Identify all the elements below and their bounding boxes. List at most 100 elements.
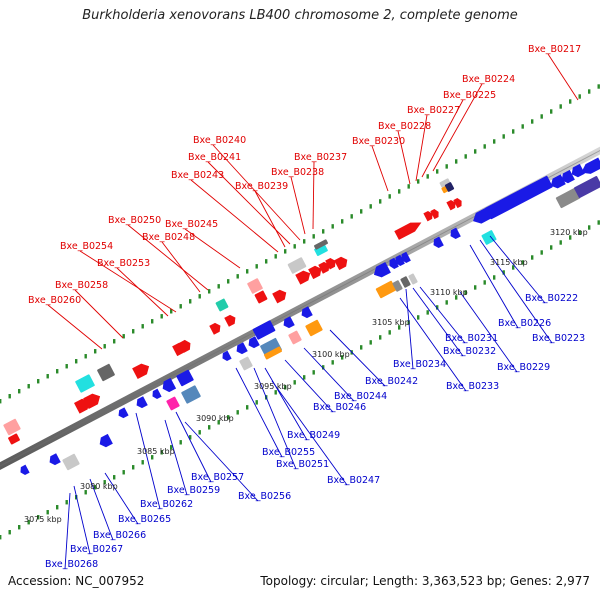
gene-label[interactable]: Bxe_B0254 [60,241,113,252]
gene-arrow-reverse [283,316,295,329]
gene-label[interactable]: Bxe_B0243 [171,170,224,181]
track-tick-dot [75,359,78,364]
gene-label[interactable]: Bxe_B0223 [532,333,585,344]
gene-label[interactable]: Bxe_B0247 [327,475,380,486]
ruler-tick-label: 3090 kbp [196,414,234,423]
track-tick-dot [103,344,106,349]
gene-label[interactable]: Bxe_B0222 [525,293,578,304]
gene-label[interactable]: Bxe_B0238 [271,167,324,178]
gene-label[interactable]: Bxe_B0245 [165,219,218,230]
gene-label[interactable]: Bxe_B0244 [334,391,387,402]
gene-label[interactable]: Bxe_B0232 [443,346,496,357]
gene-label[interactable]: Bxe_B0253 [97,258,150,269]
gene-label[interactable]: Bxe_B0229 [497,362,550,373]
track-tick-dot [132,465,135,470]
track-tick-dot [274,254,277,259]
gene-label[interactable]: Bxe_B0260 [28,295,81,306]
gene-label[interactable]: Bxe_B0225 [443,90,496,101]
ruler-tick-label: 3100 kbp [312,350,350,359]
track-tick-dot [521,124,524,129]
gene-feature [392,280,403,292]
ruler-tick-label: 3105 kbp [372,318,410,327]
track-tick-dot [540,250,543,255]
gene-leader-line [312,161,315,230]
map-title: Burkholderia xenovorans LB400 chromosome… [82,8,518,23]
gene-label[interactable]: Bxe_B0242 [365,376,418,387]
gene-label[interactable]: Bxe_B0248 [142,232,195,243]
gene-label[interactable]: Bxe_B0246 [313,402,366,413]
gene-leader-line [271,380,348,486]
gene-label[interactable]: Bxe_B0217 [528,44,581,55]
track-tick-dot [8,394,11,399]
track-tick-dot [597,84,600,89]
track-tick-dot [569,235,572,240]
gene-arrow-reverse [450,227,461,240]
gene-label[interactable]: Bxe_B0258 [55,280,108,291]
track-tick-dot [0,535,2,540]
gene-leader-line [479,239,553,344]
gene-label[interactable]: Bxe_B0241 [188,152,241,163]
track-tick-dot [122,470,125,475]
track-tick-dot [46,374,49,379]
track-tick-dot [274,390,277,395]
gene-label[interactable]: Bxe_B0265 [118,514,171,525]
gene-label[interactable]: Bxe_B0262 [140,499,193,510]
gene-arrow-reverse [571,163,585,178]
track-tick-dot [531,255,534,260]
gene-label[interactable]: Bxe_B0259 [167,485,220,496]
track-tick-dot [160,314,163,319]
gene-label[interactable]: Bxe_B0255 [262,447,315,458]
gene-arrow-reverse [561,169,575,184]
gene-label[interactable]: Bxe_B0230 [352,136,405,147]
ruler-tick-label: 3095 kbp [254,382,292,391]
track-tick-dot [341,219,344,224]
gene-label[interactable]: Bxe_B0250 [108,215,161,226]
track-tick-dot [464,290,467,295]
track-tick-dot [550,245,553,250]
gene-label[interactable]: Bxe_B0239 [235,181,288,192]
gene-feature [62,453,80,471]
gene-label[interactable]: Bxe_B0257 [191,472,244,483]
gene-leader-line [164,419,188,496]
gene-leader-line [184,421,259,502]
track-tick-dot [198,430,201,435]
gene-feature [75,374,95,393]
gene-feature [288,330,302,345]
gene-label[interactable]: Bxe_B0226 [498,318,551,329]
gene-arrow-reverse [389,257,399,269]
gene-arrow-forward [334,256,348,271]
gene-label[interactable]: Bxe_B0267 [70,544,123,555]
gene-arrow-reverse [395,254,405,266]
gene-label[interactable]: Bxe_B0234 [393,359,446,370]
track-tick-dot [436,169,439,174]
gene-label[interactable]: Bxe_B0224 [462,74,515,85]
gene-label[interactable]: Bxe_B0227 [407,105,460,116]
ruler-tick-label: 3075 kbp [24,515,62,524]
gene-label[interactable]: Bxe_B0237 [294,152,347,163]
track-tick-dot [445,300,448,305]
track-tick-dot [512,129,515,134]
gene-label[interactable]: Bxe_B0240 [193,135,246,146]
gene-label[interactable]: Bxe_B0228 [378,121,431,132]
gene-leader-line [432,83,483,172]
track-tick-dot [426,310,429,315]
gene-label[interactable]: Bxe_B0231 [445,333,498,344]
gene-arrow-reverse [236,342,248,355]
track-tick-dot [417,179,420,184]
gene-label[interactable]: Bxe_B0251 [276,459,329,470]
gene-label[interactable]: Bxe_B0266 [93,530,146,541]
gene-label[interactable]: Bxe_B0268 [45,559,98,570]
gene-label[interactable]: Bxe_B0249 [287,430,340,441]
gene-arrow-reverse [373,261,391,278]
gene-arrow-reverse [152,388,162,400]
gene-label[interactable]: Bxe_B0233 [446,381,499,392]
gene-leader-line [371,145,389,192]
gene-feature [239,356,253,371]
track-tick-dot [236,274,239,279]
gene-label[interactable]: Bxe_B0256 [238,491,291,502]
track-tick-dot [27,384,30,389]
track-tick-dot [360,345,363,350]
gene-arrow-reverse [99,433,113,448]
gene-arrow-reverse [49,453,61,466]
track-tick-dot [94,485,97,490]
